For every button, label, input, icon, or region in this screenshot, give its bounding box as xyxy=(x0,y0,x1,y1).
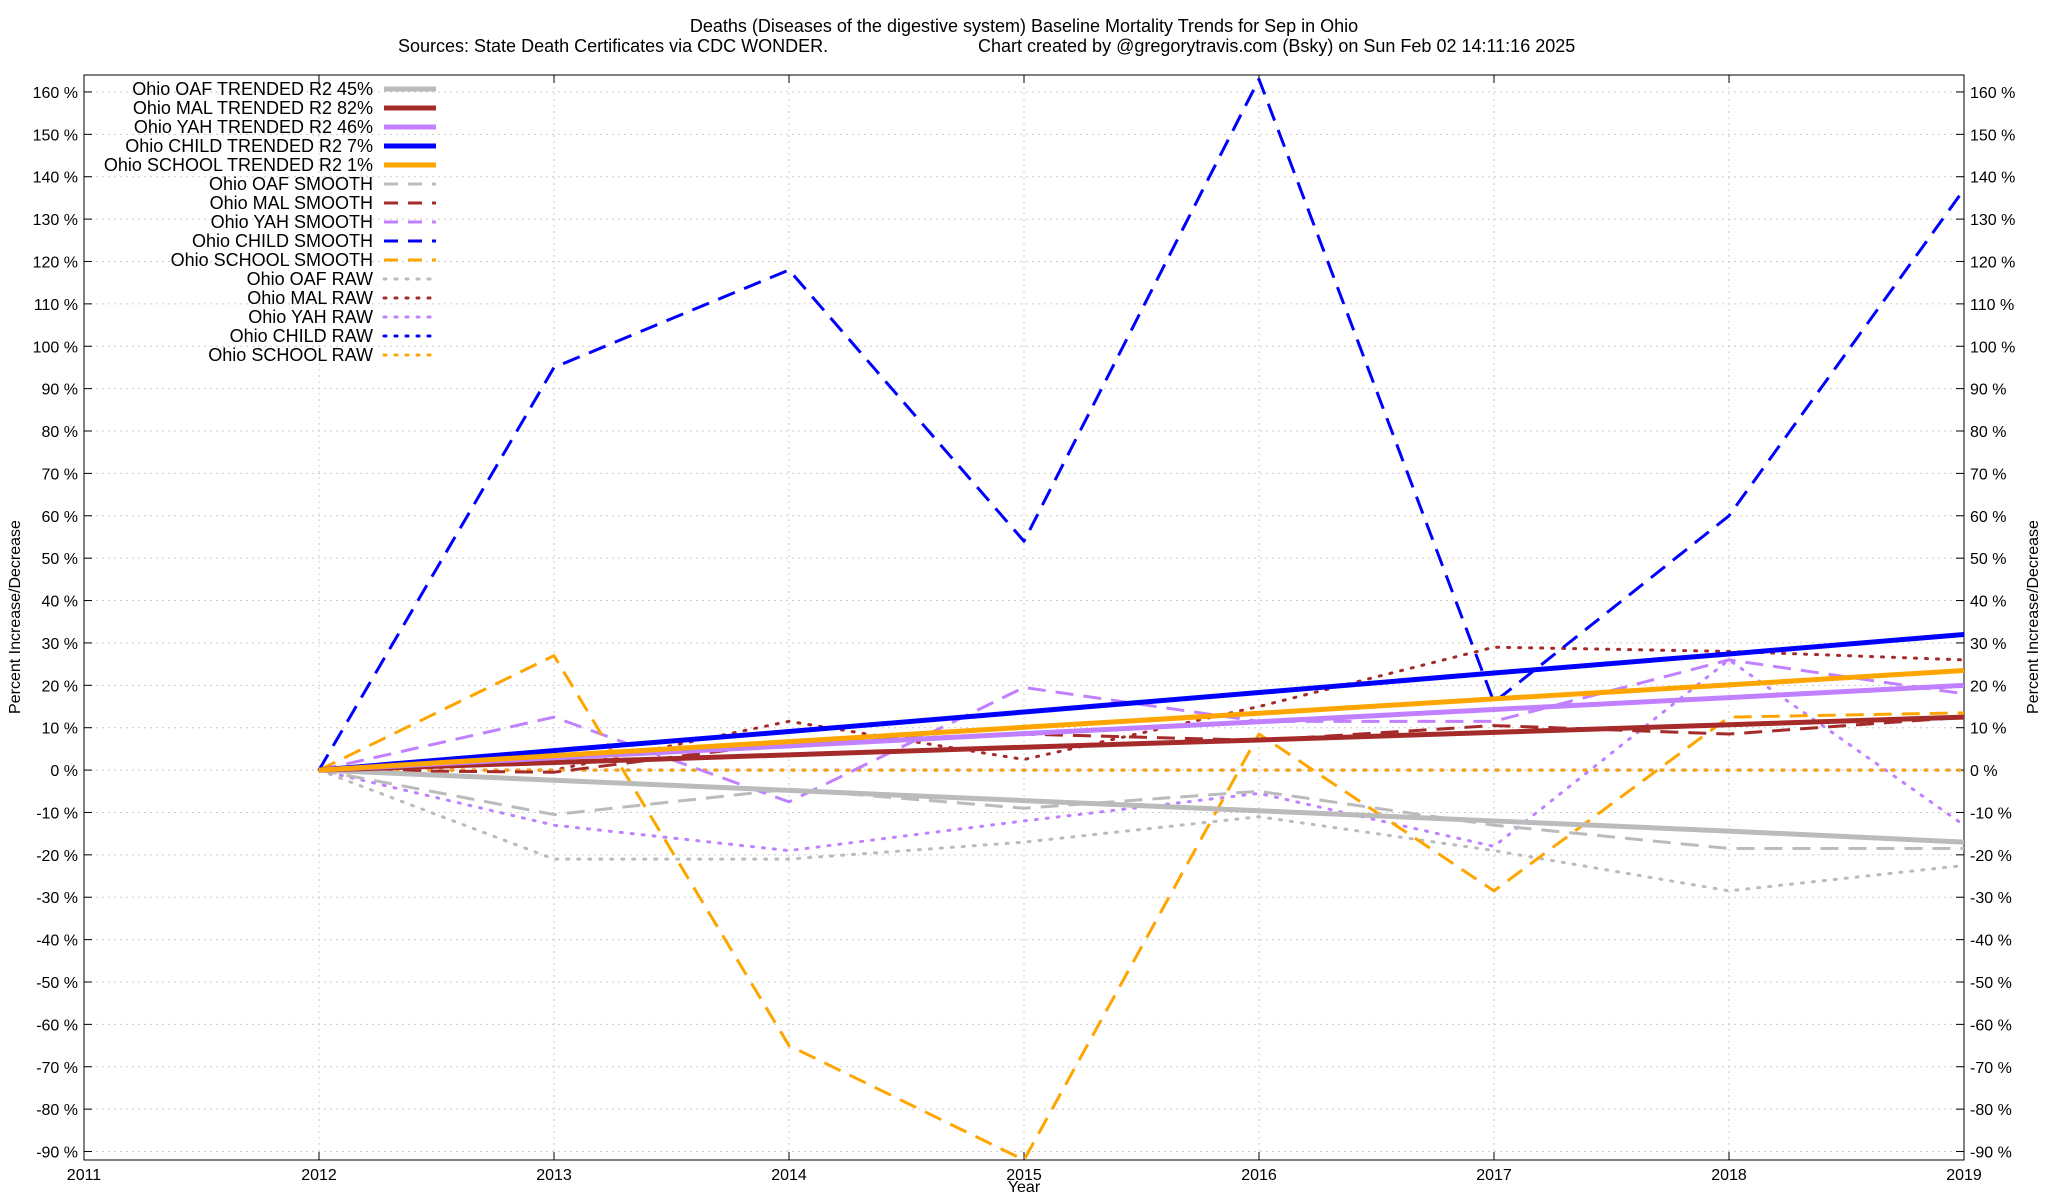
x-tick-label: 2013 xyxy=(536,1167,572,1184)
y-tick-label-left: -40 % xyxy=(36,933,78,950)
legend-label-0: Ohio OAF TRENDED R2 45% xyxy=(132,79,373,99)
legend-label-10: Ohio OAF RAW xyxy=(247,269,373,289)
y-tick-label-right: -50 % xyxy=(1970,975,2012,992)
y-tick-label-right: -80 % xyxy=(1970,1102,2012,1119)
y-tick-label-right: -70 % xyxy=(1970,1060,2012,1077)
x-tick-label: 2014 xyxy=(771,1167,807,1184)
y-tick-label-right: 0 % xyxy=(1970,763,1998,780)
legend: Ohio OAF TRENDED R2 45%Ohio MAL TRENDED … xyxy=(104,79,438,365)
y-tick-label-left: 80 % xyxy=(42,424,78,441)
series-line-1 xyxy=(318,714,1964,773)
y-tick-label-right: 140 % xyxy=(1970,170,2015,187)
y-tick-label-left: 70 % xyxy=(42,466,78,483)
y-axis-title-right: Percent Increase/Decrease xyxy=(2025,520,2042,714)
y-tick-label-left: 100 % xyxy=(33,339,78,356)
legend-label-9: Ohio SCHOOL SMOOTH xyxy=(171,250,373,270)
y-tick-label-left: 50 % xyxy=(42,551,78,568)
y-tick-label-left: -10 % xyxy=(36,805,78,822)
y-tick-label-left: -30 % xyxy=(36,890,78,907)
y-tick-label-right: -40 % xyxy=(1970,933,2012,950)
x-tick-label: 2012 xyxy=(301,1167,337,1184)
y-tick-label-left: 150 % xyxy=(33,127,78,144)
y-tick-label-right: -90 % xyxy=(1970,1145,2012,1162)
legend-label-11: Ohio MAL RAW xyxy=(247,288,373,308)
legend-label-5: Ohio OAF SMOOTH xyxy=(209,174,373,194)
legend-label-3: Ohio CHILD TRENDED R2 7% xyxy=(125,136,373,156)
y-tick-label-left: 30 % xyxy=(42,636,78,653)
y-tick-label-right: 80 % xyxy=(1970,424,2006,441)
legend-label-6: Ohio MAL SMOOTH xyxy=(210,193,373,213)
y-tick-label-right: 30 % xyxy=(1970,636,2006,653)
series-line-9 xyxy=(318,654,1964,1160)
y-tick-label-left: 110 % xyxy=(34,297,78,314)
axis-ticks: 160 % 160 % 150 % 150 % 140 % 140 % 130 % 130 %… xyxy=(33,75,2015,1184)
y-tick-label-right: 10 % xyxy=(1970,721,2006,738)
y-tick-label-left: 120 % xyxy=(33,254,78,271)
y-tick-label-left: 160 % xyxy=(33,85,78,102)
legend-label-2: Ohio YAH TRENDED R2 46% xyxy=(134,117,373,137)
series-line-8 xyxy=(317,77,1964,771)
y-tick-label-left: -90 % xyxy=(36,1145,78,1162)
y-tick-label-right: 70 % xyxy=(1970,466,2006,483)
series-layer xyxy=(317,77,1964,1160)
y-tick-label-left: 60 % xyxy=(42,509,78,526)
x-tick-label: 2017 xyxy=(1476,1167,1512,1184)
legend-label-7: Ohio YAH SMOOTH xyxy=(211,212,373,232)
x-tick-label: 2015 xyxy=(1006,1167,1042,1184)
y-tick-label-left: 10 % xyxy=(42,721,78,738)
x-tick-label: 2019 xyxy=(1946,1167,1982,1184)
legend-label-12: Ohio YAH RAW xyxy=(248,307,373,327)
series-line-5 xyxy=(318,768,1964,850)
legend-label-14: Ohio SCHOOL RAW xyxy=(208,345,373,365)
legend-label-13: Ohio CHILD RAW xyxy=(230,326,373,346)
legend-label-4: Ohio SCHOOL TRENDED R2 1% xyxy=(104,155,373,175)
y-tick-label-right: 160 % xyxy=(1970,85,2015,102)
y-tick-label-right: 90 % xyxy=(1970,382,2006,399)
series-line-4 xyxy=(318,667,1964,773)
legend-label-1: Ohio MAL TRENDED R2 82% xyxy=(133,98,373,118)
y-tick-label-left: -60 % xyxy=(36,1017,78,1034)
x-tick-label: 2016 xyxy=(1241,1167,1277,1184)
y-tick-label-left: -50 % xyxy=(36,975,78,992)
y-tick-label-right: 120 % xyxy=(1970,254,2015,271)
chart-title: Deaths (Diseases of the digestive system… xyxy=(690,16,1358,36)
series-line-6 xyxy=(318,715,1964,774)
y-tick-label-left: 40 % xyxy=(42,594,78,611)
y-tick-label-left: 0 % xyxy=(50,763,78,780)
y-tick-label-left: 90 % xyxy=(42,382,78,399)
y-tick-label-right: 20 % xyxy=(1970,678,2006,695)
y-tick-label-right: 110 % xyxy=(1970,297,2014,314)
y-tick-label-left: -80 % xyxy=(36,1102,78,1119)
series-line-12 xyxy=(317,658,1964,853)
legend-label-8: Ohio CHILD SMOOTH xyxy=(192,231,373,251)
y-tick-label-right: -20 % xyxy=(1970,848,2012,865)
x-axis-title: Year xyxy=(1008,1179,1041,1196)
chart-subtitle-left: Sources: State Death Certificates via CD… xyxy=(398,36,828,56)
y-tick-label-left: 130 % xyxy=(33,212,78,229)
y-tick-label-right: 40 % xyxy=(1970,594,2006,611)
y-tick-label-right: 130 % xyxy=(1970,212,2015,229)
y-tick-label-left: -20 % xyxy=(36,848,78,865)
y-tick-label-right: 150 % xyxy=(1970,127,2015,144)
series-line-0 xyxy=(318,767,1964,845)
series-line-3 xyxy=(318,631,1964,773)
y-tick-label-left: 140 % xyxy=(33,170,78,187)
y-tick-label-right: -10 % xyxy=(1970,805,2012,822)
y-tick-label-left: 20 % xyxy=(42,678,78,695)
y-tick-label-left: -70 % xyxy=(36,1060,78,1077)
y-tick-label-right: -30 % xyxy=(1970,890,2012,907)
x-tick-label: 2011 xyxy=(67,1167,102,1184)
y-tick-label-right: -60 % xyxy=(1970,1017,2012,1034)
y-tick-label-right: 100 % xyxy=(1970,339,2015,356)
chart-subtitle-right: Chart created by @gregorytravis.com (Bsk… xyxy=(978,36,1575,56)
y-tick-label-right: 60 % xyxy=(1970,509,2006,526)
x-tick-label: 2018 xyxy=(1711,1167,1747,1184)
y-axis-title-left: Percent Increase/Decrease xyxy=(7,520,24,714)
y-tick-label-right: 50 % xyxy=(1970,551,2006,568)
